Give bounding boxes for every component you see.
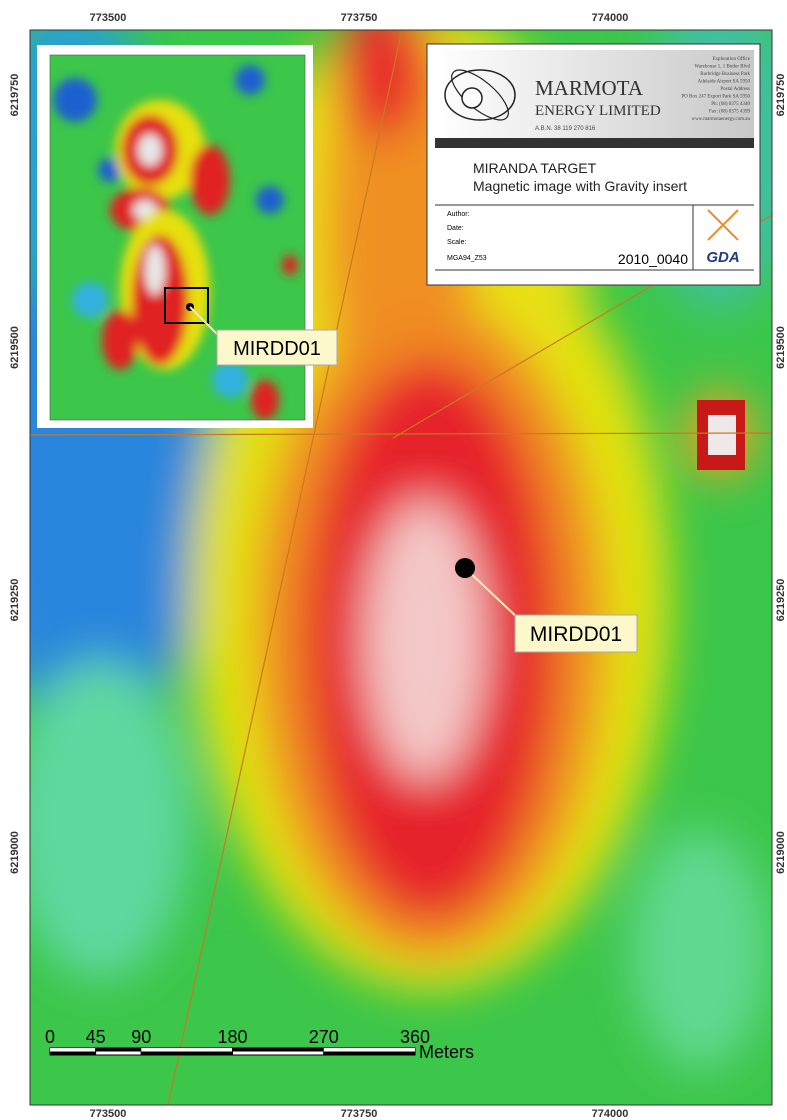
office-line: Postal Address	[720, 87, 750, 92]
office-line: www.marmotaenergy.com.au	[691, 117, 750, 122]
scale-segment	[141, 1048, 232, 1052]
scale-label: 90	[131, 1027, 151, 1047]
scale-label: 180	[217, 1027, 247, 1047]
author-label: Author:	[447, 211, 470, 218]
northing-label: 6219750	[9, 74, 21, 117]
drillhole-label: MIRDD01	[530, 623, 622, 646]
map-page: MIRDD01 MIRDD01 MARMOTA ENERGY LIMITED A…	[0, 0, 787, 1120]
office-line: Warehouse 1, 1 Butler Blvd	[694, 65, 750, 70]
northing-label: 6219250	[9, 579, 21, 622]
northing-label: 6219000	[775, 831, 787, 874]
scale-segment	[96, 1048, 142, 1052]
scale-segment	[50, 1048, 96, 1052]
scale-label: Scale:	[447, 239, 467, 246]
northing-label: 6219500	[9, 326, 21, 369]
scale-label: 0	[45, 1027, 55, 1047]
company-name: ENERGY LIMITED	[535, 103, 661, 119]
scale-label: 270	[309, 1027, 339, 1047]
map-number: 2010_0040	[618, 251, 688, 267]
company-name: MARMOTA	[535, 76, 644, 100]
office-line: Fax: (08) 8375 4399	[709, 110, 750, 115]
easting-label: 774000	[592, 1108, 629, 1120]
office-line: Adelaide Airport SA 5950	[698, 80, 751, 85]
office-line: Burbridge Business Park	[700, 72, 750, 77]
northing-label: 6219250	[775, 579, 787, 622]
scale-unit: Meters	[419, 1042, 474, 1062]
office-line: Exploration Office	[712, 57, 750, 62]
map-title: MIRANDA TARGET	[473, 160, 597, 176]
scale-label: 45	[86, 1027, 106, 1047]
easting-label: 773500	[90, 1108, 127, 1120]
map-subtitle: Magnetic image with Gravity insert	[473, 178, 687, 194]
insert-label: MIRDD01	[233, 338, 321, 360]
datum-logo: GDA	[706, 249, 739, 266]
easting-label: 774000	[592, 12, 629, 24]
date-label: Date:	[447, 225, 464, 232]
title-block: MARMOTA ENERGY LIMITED A.B.N. 38 119 270…	[427, 44, 760, 285]
easting-label: 773750	[341, 1108, 378, 1120]
easting-label: 773500	[90, 12, 127, 24]
scale-segment	[233, 1048, 324, 1052]
drillhole	[455, 558, 475, 578]
easting-label: 773750	[341, 12, 378, 24]
abn: A.B.N. 38 119 270 816	[535, 126, 596, 132]
northing-label: 6219000	[9, 831, 21, 874]
northing-label: 6219750	[775, 74, 787, 117]
office-line: PO Box 247 Export Park SA 5950	[681, 95, 750, 100]
projection: MGA94_Z53	[447, 255, 487, 262]
scale-segment	[324, 1048, 415, 1052]
office-line: Ph: (08) 8375 4340	[711, 102, 750, 107]
northing-label: 6219500	[775, 326, 787, 369]
